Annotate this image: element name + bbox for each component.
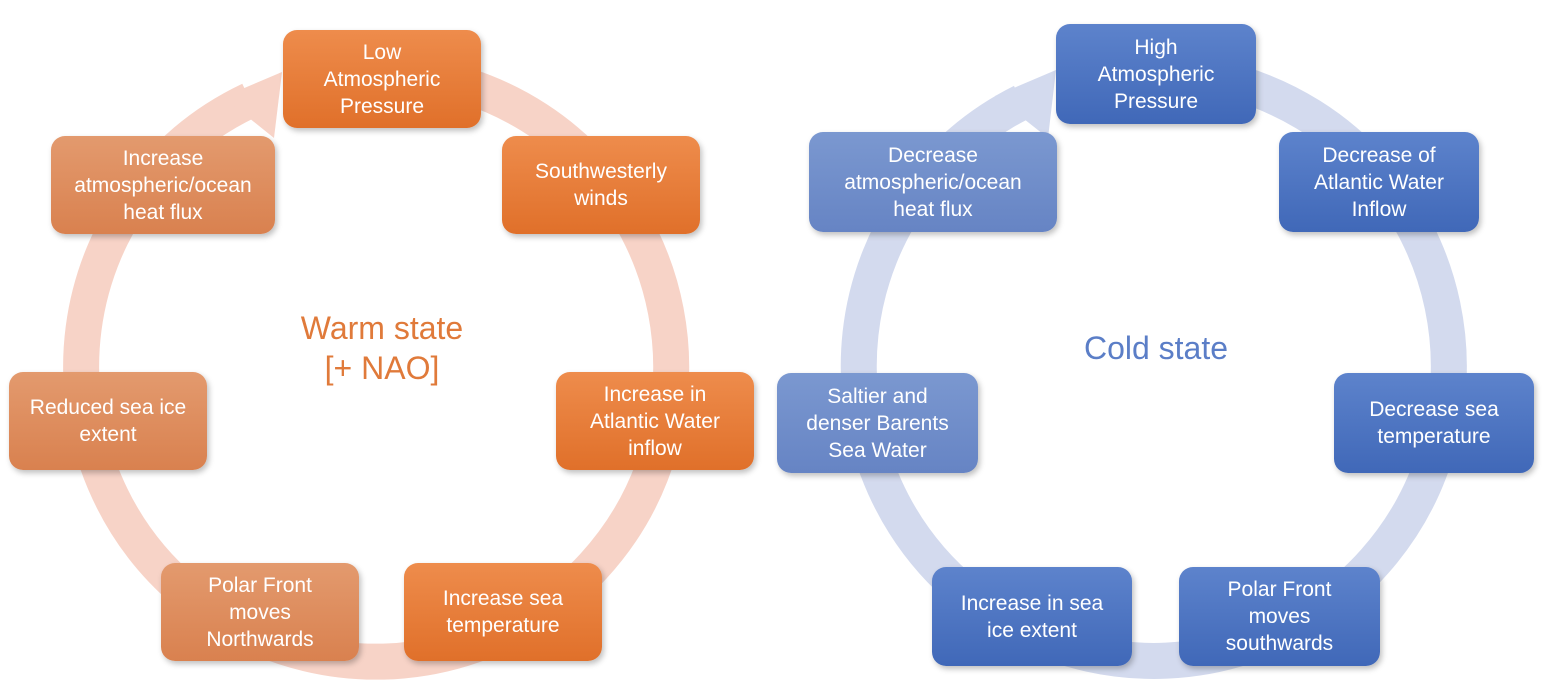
cold-node-heat-flux: Decrease atmospheric/ocean heat flux xyxy=(809,132,1057,232)
warm-node-label: Polar Front moves Northwards xyxy=(206,573,314,651)
cold-node-polar-front: Polar Front moves southwards xyxy=(1179,567,1380,666)
cold-node-sea-temperature: Decrease sea temperature xyxy=(1334,373,1534,473)
cold-node-high-pressure: High Atmospheric Pressure xyxy=(1056,24,1256,124)
cold-node-label: Increase in sea ice extent xyxy=(960,591,1104,642)
warm-node-label: Low Atmospheric Pressure xyxy=(323,40,441,118)
cold-node-label: High Atmospheric Pressure xyxy=(1097,35,1215,113)
warm-cycle-arrowhead xyxy=(223,72,282,138)
warm-node-label: Increase sea temperature xyxy=(442,587,564,637)
warm-node-southwesterly-winds: Southwesterly winds xyxy=(502,136,700,234)
cold-node-label: Saltier and denser Barents Sea Water xyxy=(806,384,949,462)
warm-node-low-pressure: Low Atmospheric Pressure xyxy=(283,30,481,128)
warm-node-label: Southwesterly winds xyxy=(535,160,667,210)
warm-node-label: Increase atmospheric/ocean heat flux xyxy=(74,146,252,224)
warm-node-sea-temperature: Increase sea temperature xyxy=(404,563,602,661)
cold-cycle-arrowhead xyxy=(995,70,1056,138)
warm-node-heat-flux: Increase atmospheric/ocean heat flux xyxy=(51,136,275,234)
warm-node-atlantic-inflow: Increase in Atlantic Water inflow xyxy=(556,372,754,470)
warm-node-label: Increase in Atlantic Water inflow xyxy=(590,382,720,460)
cold-node-sea-ice: Increase in sea ice extent xyxy=(932,567,1132,666)
cold-node-label: Decrease sea temperature xyxy=(1369,398,1499,448)
cold-node-label: Decrease of Atlantic Water Inflow xyxy=(1314,143,1444,221)
cold-state-label: Cold state xyxy=(1083,330,1229,366)
cold-node-atlantic-inflow: Decrease of Atlantic Water Inflow xyxy=(1279,132,1479,232)
warm-node-label: Reduced sea ice extent xyxy=(29,396,187,446)
warm-state-label: Warm state [+ NAO] xyxy=(300,310,464,386)
warm-node-sea-ice: Reduced sea ice extent xyxy=(9,372,207,470)
cold-node-barents-water: Saltier and denser Barents Sea Water xyxy=(777,373,978,473)
cold-node-label: Decrease atmospheric/ocean heat flux xyxy=(844,143,1022,221)
warm-node-polar-front: Polar Front moves Northwards xyxy=(161,563,359,661)
cold-node-label: Polar Front moves southwards xyxy=(1225,578,1334,655)
